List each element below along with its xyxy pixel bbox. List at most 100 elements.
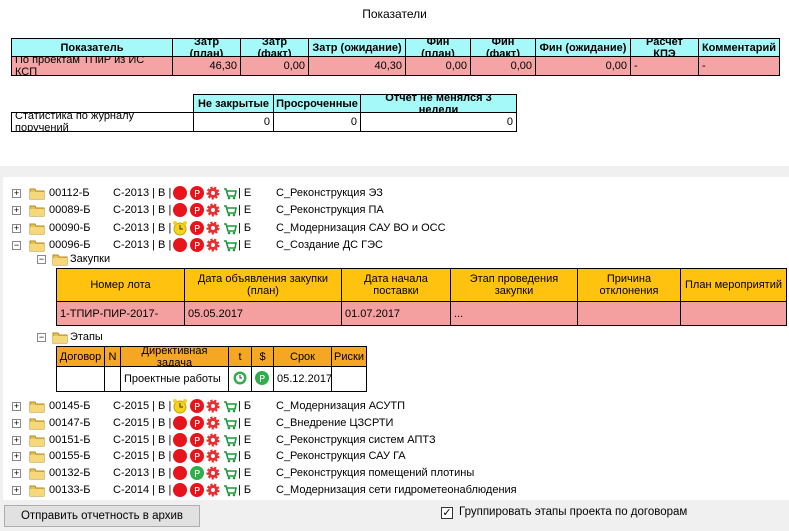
expander[interactable]: + [12, 401, 21, 411]
project-name: С_Внедрение ЦЗСРТИ [276, 416, 394, 429]
project-flag: | Б [238, 221, 252, 234]
finance-icon: P [189, 185, 205, 201]
project-flag: | Е [238, 433, 252, 446]
project-code: 00147-Б [49, 416, 91, 429]
status-icon [172, 415, 188, 431]
table-cell: 05.05.2017 [184, 301, 342, 326]
checkbox-label: Группировать этапы проекта по договорам [459, 506, 688, 518]
status-icon [172, 220, 188, 236]
project-period: С-2013 | В | [113, 467, 172, 480]
expander[interactable]: − [12, 239, 21, 250]
svg-text:P: P [194, 469, 200, 480]
column-header: Отчет не менялся 3 недели [360, 94, 517, 113]
folder-icon [52, 329, 68, 345]
project-name: С_Реконструкция помещений плотины [276, 467, 475, 480]
project-flag: | Б [238, 450, 252, 463]
table-cell: 46,30 [172, 56, 241, 76]
svg-text:P: P [194, 486, 200, 497]
purchase-icon [222, 202, 238, 218]
project-code: 00112-Б [49, 187, 90, 199]
expander[interactable]: + [12, 485, 21, 495]
column-header: Показатель [11, 38, 173, 57]
expander[interactable]: + [12, 205, 21, 216]
risk-icon [205, 465, 221, 481]
finance-icon: P [189, 237, 205, 253]
project-period: С-2013 | В | [113, 221, 172, 234]
table-cell: 0,00 [535, 56, 631, 76]
column-header: Этап проведения закупки [450, 268, 578, 302]
project-name: С_Модернизация САУ ВО и ОСС [276, 221, 446, 234]
project-flag: | Е [238, 204, 252, 217]
risk-icon [205, 220, 221, 236]
expander[interactable]: + [12, 188, 21, 198]
table-cell: 0,00 [240, 56, 309, 76]
project-flag: | Е [238, 238, 252, 251]
project-flag: | Б [238, 400, 252, 412]
column-header: $ [251, 346, 274, 367]
status-icon [172, 202, 188, 218]
expander[interactable]: + [12, 417, 21, 428]
finance-icon: P [189, 398, 205, 414]
column-header: Директивная задача [120, 346, 229, 367]
column-header: t [228, 346, 252, 367]
expander[interactable]: + [12, 434, 21, 445]
column-header: Номер лота [56, 268, 185, 302]
table-cell: По проектам ТПиР из ИС КСП [11, 56, 173, 76]
project-code: 00133-Б [49, 484, 91, 496]
status-icon [172, 432, 188, 448]
table-cell [104, 366, 121, 392]
table-cell: - [630, 56, 699, 76]
purchase-icon [222, 398, 238, 414]
table-cell: - [698, 56, 780, 76]
group-checkbox[interactable]: ✓ [441, 507, 453, 519]
purchase-icon [222, 185, 238, 201]
folder-icon [29, 448, 45, 464]
finance-icon: P [189, 448, 205, 464]
expander[interactable]: + [12, 222, 21, 233]
column-header: Срок [273, 346, 332, 367]
folder-icon [29, 237, 45, 253]
finance-icon: P [189, 415, 205, 431]
column-header: Затр (план) [172, 38, 241, 57]
expander[interactable]: − [37, 332, 46, 342]
project-period: С-2015 | В | [113, 416, 172, 429]
project-period: С-2013 | В | [113, 204, 172, 217]
project-code: 00145-Б [49, 400, 91, 412]
expander[interactable]: + [12, 468, 21, 479]
status-icon [172, 185, 188, 201]
node-label: Закупки [70, 253, 111, 265]
column-header: Затр (ожидание) [308, 38, 406, 57]
svg-text:P: P [194, 206, 200, 217]
project-period: С-2015 | В | [113, 433, 172, 446]
column-header: Фин (план) [405, 38, 471, 57]
project-flag: | Б [238, 484, 252, 496]
expander[interactable]: − [37, 254, 46, 264]
table-cell: Статистика по журналу поручений [11, 112, 194, 132]
svg-text:P: P [194, 436, 200, 447]
project-code: 00090-Б [49, 221, 91, 234]
project-name: С_Реконструкция ЭЗ [276, 187, 383, 199]
project-flag: | Е [238, 416, 252, 429]
column-header: Риски [331, 346, 367, 367]
status-icon [172, 448, 188, 464]
project-code: 00155-Б [49, 450, 91, 463]
purchase-icon [222, 415, 238, 431]
archive-button[interactable]: Отправить отчетность в архив [4, 505, 200, 527]
folder-icon [29, 220, 45, 236]
svg-text:P: P [194, 189, 200, 200]
table-cell [577, 301, 681, 326]
expander[interactable]: + [12, 451, 21, 462]
table-cell: 40,30 [308, 56, 406, 76]
table-cell: ... [450, 301, 578, 326]
column-header: Причина отклонения [577, 268, 681, 302]
folder-icon [29, 432, 45, 448]
risk-icon [205, 237, 221, 253]
finance-icon: P [189, 432, 205, 448]
svg-text:P: P [194, 452, 200, 463]
finance-icon: P [189, 482, 205, 498]
top-panel [0, 0, 789, 166]
finance-icon: P [189, 202, 205, 218]
risk-icon [205, 415, 221, 431]
folder-icon [29, 415, 45, 431]
project-period: С-2013 | В | [113, 238, 172, 251]
